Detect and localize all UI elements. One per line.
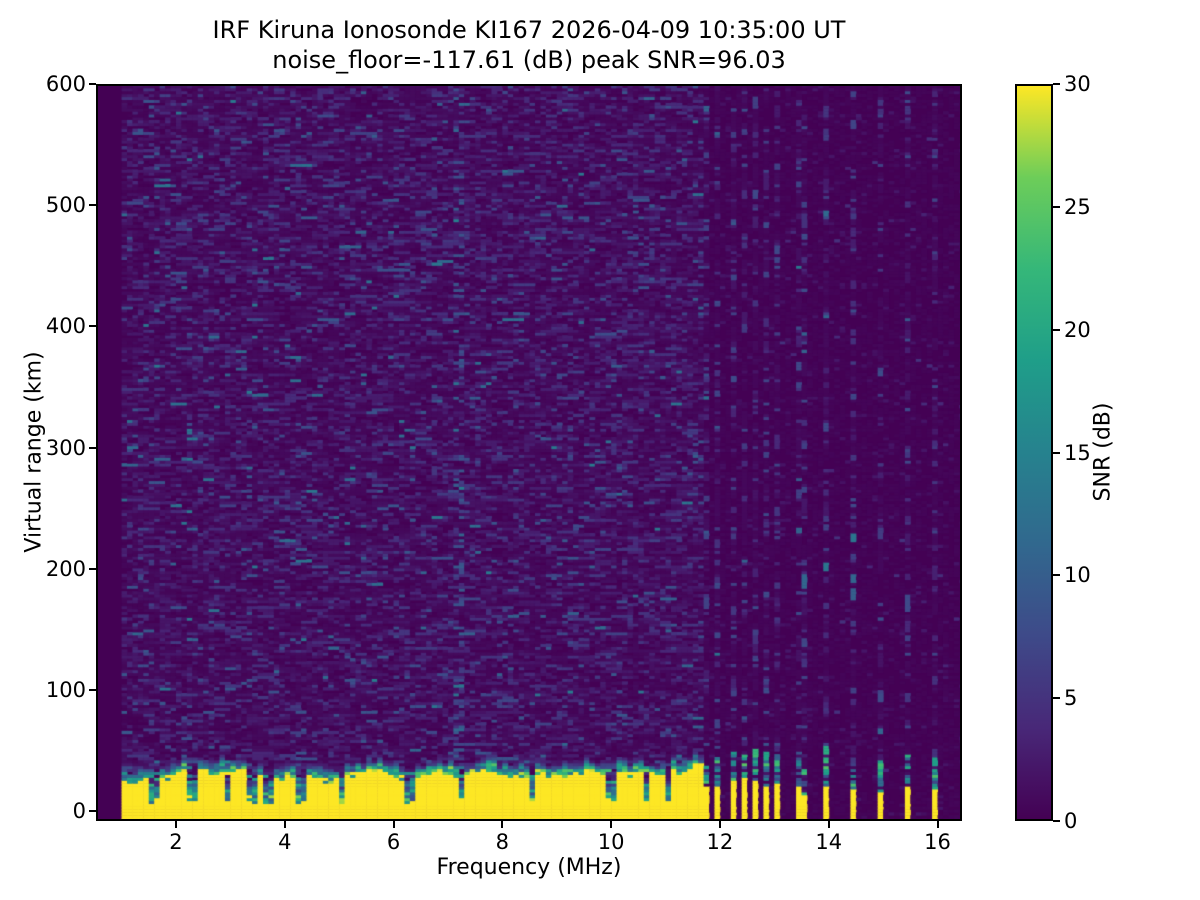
y-tick-mark [89, 325, 96, 328]
x-tick-mark [392, 821, 395, 828]
colorbar-tick-label: 25 [1064, 194, 1091, 219]
title-line-1: IRF Kiruna Ionosonde KI167 2026-04-09 10… [212, 16, 846, 44]
x-tick-label: 8 [495, 830, 510, 854]
x-tick-mark [827, 821, 830, 828]
y-tick-mark [89, 204, 96, 207]
x-tick-label: 16 [924, 830, 951, 854]
colorbar-tick-mark [1053, 820, 1060, 822]
x-tick-mark [718, 821, 721, 828]
plot-title: IRF Kiruna Ionosonde KI167 2026-04-09 10… [96, 15, 962, 75]
y-tick-label: 200 [45, 556, 86, 581]
x-tick-mark [501, 821, 504, 828]
y-tick-mark [89, 83, 96, 85]
colorbar-gradient [1017, 86, 1051, 819]
x-tick-mark [174, 821, 177, 828]
colorbar-tick-label: 0 [1064, 809, 1078, 833]
colorbar-tick-label: 10 [1064, 563, 1091, 588]
title-line-2: noise_floor=-117.61 (dB) peak SNR=96.03 [272, 46, 786, 74]
colorbar-tick-mark [1053, 451, 1060, 454]
x-tick-mark [610, 821, 613, 828]
ionogram-heatmap-canvas [96, 84, 962, 821]
y-tick-label: 100 [45, 678, 86, 703]
x-tick-label: 4 [278, 830, 292, 854]
y-axis-label: Virtual range (km) [21, 351, 47, 553]
x-tick-label: 14 [815, 830, 843, 854]
y-tick-label: 0 [72, 799, 86, 824]
x-tick-label: 6 [386, 830, 401, 854]
y-tick-mark [89, 689, 96, 692]
colorbar-tick-label: 20 [1064, 317, 1091, 342]
y-tick-label: 500 [45, 193, 86, 218]
y-tick-label: 600 [45, 72, 86, 96]
y-tick-mark [89, 810, 96, 813]
x-tick-label: 10 [597, 830, 625, 854]
colorbar-tick-label: 30 [1064, 72, 1091, 96]
y-tick-label: 300 [45, 435, 86, 460]
colorbar [1015, 84, 1053, 821]
x-tick-label: 2 [169, 830, 183, 854]
x-axis-label: Frequency (MHz) [436, 855, 622, 880]
x-tick-mark [936, 821, 939, 828]
x-tick-label: 12 [706, 830, 734, 854]
colorbar-tick-mark [1053, 574, 1060, 577]
y-tick-mark [89, 567, 96, 570]
colorbar-tick-mark [1053, 205, 1060, 208]
colorbar-tick-mark [1053, 697, 1060, 700]
colorbar-tick-label: 5 [1064, 686, 1078, 711]
y-tick-mark [89, 446, 96, 449]
x-tick-mark [283, 821, 286, 828]
colorbar-tick-mark [1053, 328, 1060, 331]
colorbar-tick-mark [1053, 83, 1060, 85]
y-tick-label: 400 [45, 314, 86, 339]
colorbar-tick-label: 15 [1064, 440, 1091, 465]
colorbar-label: SNR (dB) [1090, 402, 1116, 502]
